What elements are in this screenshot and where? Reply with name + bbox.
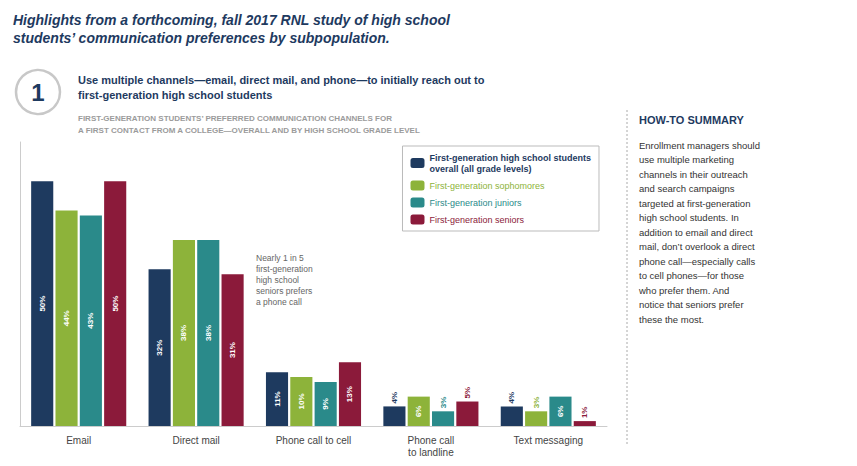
svg-text:targeted at first-generation: targeted at first-generation xyxy=(639,198,750,209)
svg-text:FIRST-GENERATION STUDENTS’ PRE: FIRST-GENERATION STUDENTS’ PREFERRED COM… xyxy=(78,114,392,123)
svg-text:Use multiple channels—email, d: Use multiple channels—email, direct mail… xyxy=(78,74,485,86)
svg-text:50%: 50% xyxy=(111,296,120,312)
svg-text:First-generation high school s: First-generation high school students xyxy=(429,153,591,163)
svg-text:31%: 31% xyxy=(228,342,237,358)
svg-text:use multiple marketing: use multiple marketing xyxy=(639,154,734,165)
svg-text:50%: 50% xyxy=(38,296,47,312)
svg-text:6%: 6% xyxy=(414,406,423,418)
svg-text:HOW-TO SUMMARY: HOW-TO SUMMARY xyxy=(639,114,745,126)
svg-text:38%: 38% xyxy=(204,325,213,341)
svg-text:a phone call: a phone call xyxy=(256,297,302,307)
svg-text:4%: 4% xyxy=(390,392,399,404)
svg-text:Enrollment managers should: Enrollment managers should xyxy=(639,140,760,151)
svg-text:5%: 5% xyxy=(463,387,472,399)
svg-text:first-generation: first-generation xyxy=(256,264,313,274)
svg-text:11%: 11% xyxy=(273,391,282,407)
svg-text:these the most.: these the most. xyxy=(639,314,704,325)
svg-text:A FIRST CONTACT FROM A COLLEGE: A FIRST CONTACT FROM A COLLEGE—OVERALL A… xyxy=(78,126,420,135)
svg-text:addition to email and direct: addition to email and direct xyxy=(639,227,753,238)
svg-text:13%: 13% xyxy=(345,386,354,402)
svg-text:Text messaging: Text messaging xyxy=(514,435,583,446)
svg-text:Highlights from a forthcoming,: Highlights from a forthcoming, fall 2017… xyxy=(13,12,451,28)
svg-text:4%: 4% xyxy=(507,392,516,404)
svg-text:who prefer them. And: who prefer them. And xyxy=(638,285,729,296)
svg-text:32%: 32% xyxy=(155,340,164,356)
svg-text:38%: 38% xyxy=(179,325,188,341)
svg-text:first-generation high school s: first-generation high school students xyxy=(78,89,272,101)
svg-text:43%: 43% xyxy=(86,313,95,329)
svg-text:10%: 10% xyxy=(297,394,306,410)
svg-text:Phone call: Phone call xyxy=(408,435,455,446)
svg-text:First-generation sophomores: First-generation sophomores xyxy=(429,181,545,191)
svg-text:to landline: to landline xyxy=(408,447,454,458)
svg-text:Direct mail: Direct mail xyxy=(172,435,219,446)
svg-text:to cell phones—for those: to cell phones—for those xyxy=(639,270,744,281)
svg-text:phone call—especially calls: phone call—especially calls xyxy=(639,256,755,267)
svg-text:First-generation juniors: First-generation juniors xyxy=(429,198,522,208)
svg-text:1%: 1% xyxy=(580,407,589,419)
svg-text:3%: 3% xyxy=(532,397,541,409)
svg-text:3%: 3% xyxy=(439,397,448,409)
svg-text:and search campaigns: and search campaigns xyxy=(639,183,735,194)
svg-text:channels in their outreach: channels in their outreach xyxy=(639,169,748,180)
svg-text:First-generation seniors: First-generation seniors xyxy=(429,215,524,225)
svg-text:students’ communication prefer: students’ communication preferences by s… xyxy=(13,30,390,46)
svg-text:high school students. In: high school students. In xyxy=(639,212,739,223)
svg-text:mail, don’t overlook a direct: mail, don’t overlook a direct xyxy=(639,241,755,252)
svg-text:44%: 44% xyxy=(62,310,71,326)
svg-text:high school: high school xyxy=(256,275,299,285)
svg-text:1: 1 xyxy=(31,79,44,106)
svg-text:Email: Email xyxy=(66,435,91,446)
svg-text:9%: 9% xyxy=(321,398,330,410)
svg-text:overall (all grade levels): overall (all grade levels) xyxy=(429,164,531,174)
svg-text:Phone call to cell: Phone call to cell xyxy=(276,435,352,446)
svg-text:6%: 6% xyxy=(556,406,565,418)
svg-text:Nearly 1 in 5: Nearly 1 in 5 xyxy=(256,253,304,263)
svg-text:seniors prefers: seniors prefers xyxy=(256,286,312,296)
svg-text:notice that seniors prefer: notice that seniors prefer xyxy=(639,299,744,310)
